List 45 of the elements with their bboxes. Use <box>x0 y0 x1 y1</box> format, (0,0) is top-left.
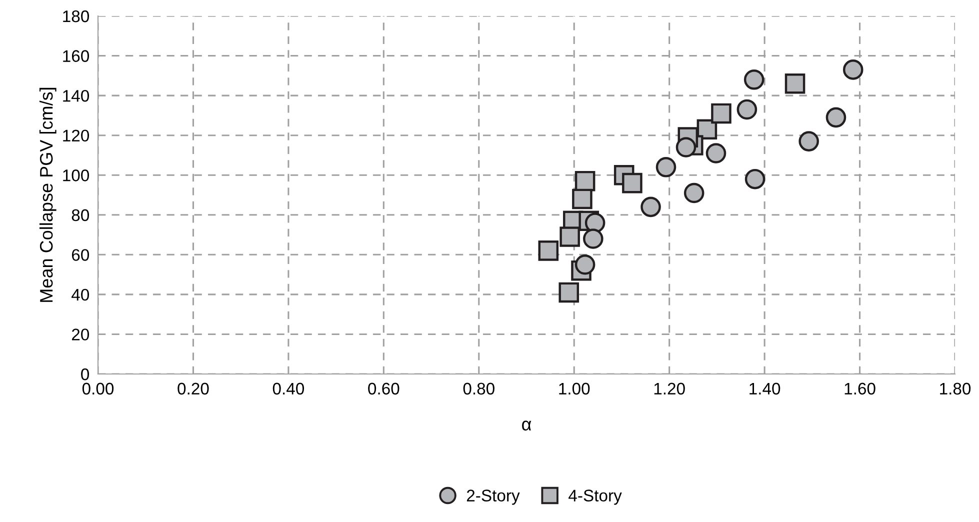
y-tick-label: 60 <box>72 249 90 261</box>
point <box>842 60 864 80</box>
x-tick-label: 0.80 <box>463 382 494 395</box>
point <box>706 143 726 164</box>
point <box>744 168 766 190</box>
x-axis-title: α <box>522 420 532 431</box>
point <box>736 99 758 120</box>
point <box>574 170 596 192</box>
y-tick-label: 120 <box>63 130 90 142</box>
point <box>574 254 596 275</box>
y-tick-label: 160 <box>63 50 90 62</box>
legend-label: 4-Story <box>568 490 622 505</box>
point <box>656 157 676 178</box>
point <box>744 70 764 90</box>
y-tick-label: 140 <box>63 90 90 102</box>
point <box>572 188 592 210</box>
x-tick-label: 0.20 <box>178 382 209 395</box>
y-tick-label: 100 <box>63 170 90 182</box>
point <box>622 172 642 194</box>
point <box>784 73 806 94</box>
y-axis-title: Mean Collapse PGV [cm/s] <box>39 88 56 302</box>
x-tick-label: 1.40 <box>750 382 780 395</box>
x-tick-label: 1.60 <box>844 382 876 395</box>
x-tick-label: 0.00 <box>82 382 114 395</box>
legend-label: 2-Story <box>466 490 520 505</box>
point <box>798 131 819 152</box>
point <box>538 240 559 261</box>
x-tick-label: 1.80 <box>940 382 971 395</box>
point <box>684 182 704 204</box>
point <box>583 228 604 249</box>
point <box>560 226 580 247</box>
y-tick-label: 0 <box>81 368 90 380</box>
x-tick-label: 1.00 <box>559 382 590 395</box>
x-tick-label: 1.20 <box>654 382 685 395</box>
x-tick-label: 0.60 <box>368 382 400 395</box>
point <box>711 103 732 124</box>
point <box>676 137 696 158</box>
y-tick-label: 180 <box>63 10 90 22</box>
point <box>826 107 846 128</box>
point <box>558 282 580 303</box>
y-tick-label: 20 <box>72 328 90 340</box>
y-tick-label: 40 <box>72 288 90 301</box>
point <box>640 196 661 218</box>
x-tick-label: 0.40 <box>272 382 304 395</box>
y-tick-label: 80 <box>72 209 90 222</box>
